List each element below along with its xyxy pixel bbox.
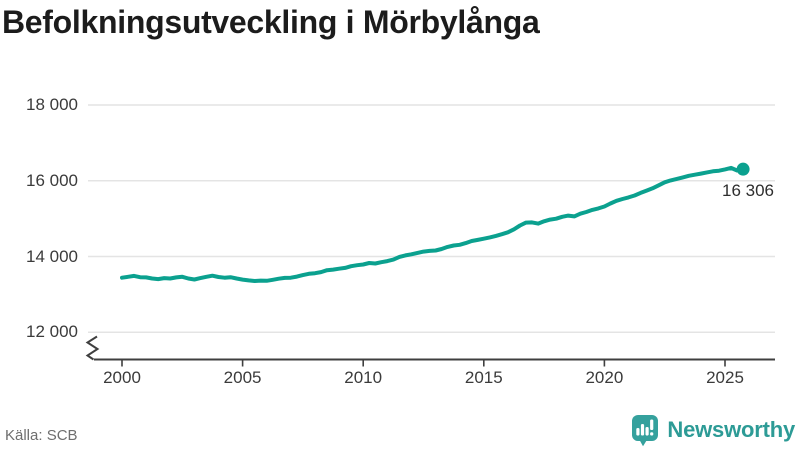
newsworthy-logo[interactable]: Newsworthy bbox=[630, 413, 795, 447]
newsworthy-wordmark: Newsworthy bbox=[667, 417, 795, 442]
newsworthy-bar-chart-bubble-icon bbox=[632, 415, 659, 447]
y-tick-label: 14 000 bbox=[26, 246, 78, 266]
x-tick-label: 2015 bbox=[464, 368, 503, 387]
axis-break-icon bbox=[85, 335, 100, 361]
x-tick-label: 2005 bbox=[223, 368, 262, 387]
y-tick-label: 16 000 bbox=[26, 170, 78, 190]
x-tick-label: 2025 bbox=[706, 368, 744, 387]
x-tick-label: 2010 bbox=[344, 368, 383, 387]
y-tick-label: 18 000 bbox=[26, 95, 78, 114]
y-tick-label: 12 000 bbox=[26, 322, 78, 342]
x-tick-label: 2020 bbox=[585, 368, 624, 387]
last-value-label: 16 306 bbox=[722, 181, 774, 200]
series-end-dot bbox=[736, 162, 750, 176]
chart-title: Befolkningsutveckling i Mörbylånga bbox=[2, 4, 540, 40]
population-series-line bbox=[120, 165, 746, 283]
x-tick-label: 2000 bbox=[103, 368, 141, 387]
source-note: Källa: SCB bbox=[5, 427, 78, 444]
